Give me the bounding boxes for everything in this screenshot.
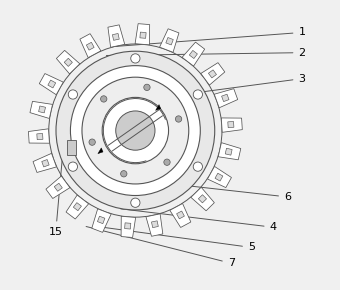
Circle shape: [193, 90, 203, 99]
Text: 15: 15: [49, 151, 63, 237]
Circle shape: [131, 54, 140, 63]
Circle shape: [101, 96, 107, 102]
Polygon shape: [86, 42, 94, 50]
Polygon shape: [113, 34, 119, 40]
Polygon shape: [125, 223, 131, 229]
Polygon shape: [98, 216, 105, 224]
Polygon shape: [92, 209, 111, 232]
Circle shape: [70, 66, 200, 195]
Polygon shape: [225, 148, 232, 155]
Polygon shape: [64, 58, 72, 66]
Circle shape: [68, 162, 78, 171]
Polygon shape: [39, 106, 46, 113]
Polygon shape: [37, 133, 43, 140]
Polygon shape: [191, 187, 214, 211]
Text: 6: 6: [187, 186, 291, 202]
Polygon shape: [182, 42, 205, 66]
Polygon shape: [189, 50, 198, 59]
Circle shape: [89, 139, 95, 145]
Circle shape: [56, 51, 215, 210]
Polygon shape: [48, 80, 56, 88]
Circle shape: [56, 51, 215, 210]
Polygon shape: [207, 166, 232, 188]
Polygon shape: [98, 148, 103, 154]
Polygon shape: [170, 204, 191, 227]
Polygon shape: [215, 173, 223, 181]
Polygon shape: [159, 29, 179, 52]
Polygon shape: [46, 176, 70, 198]
Text: 5: 5: [95, 226, 255, 253]
Polygon shape: [222, 94, 229, 101]
Circle shape: [68, 90, 78, 99]
Polygon shape: [29, 129, 49, 143]
Circle shape: [121, 171, 127, 177]
Text: 7: 7: [86, 226, 235, 268]
Polygon shape: [66, 195, 89, 219]
Polygon shape: [42, 160, 49, 167]
Polygon shape: [73, 203, 81, 211]
Polygon shape: [146, 214, 163, 236]
Polygon shape: [39, 74, 63, 95]
Circle shape: [164, 159, 170, 165]
Polygon shape: [54, 183, 62, 191]
Polygon shape: [198, 195, 206, 203]
Polygon shape: [140, 32, 146, 38]
Polygon shape: [30, 101, 52, 119]
Text: 1: 1: [112, 28, 305, 47]
Circle shape: [131, 198, 140, 207]
Polygon shape: [56, 50, 80, 74]
Circle shape: [102, 97, 169, 164]
Polygon shape: [208, 70, 217, 78]
Polygon shape: [201, 63, 225, 85]
Circle shape: [116, 111, 155, 150]
Polygon shape: [108, 25, 125, 47]
Polygon shape: [218, 143, 241, 160]
Polygon shape: [228, 122, 234, 128]
Polygon shape: [176, 211, 184, 219]
Text: 2: 2: [106, 48, 306, 58]
Circle shape: [82, 77, 189, 184]
Circle shape: [144, 84, 150, 90]
Polygon shape: [135, 24, 150, 45]
Polygon shape: [121, 216, 136, 238]
Polygon shape: [221, 118, 242, 132]
Circle shape: [175, 116, 182, 122]
Polygon shape: [33, 153, 56, 173]
Text: 3: 3: [153, 74, 305, 99]
Polygon shape: [67, 140, 76, 155]
Polygon shape: [166, 37, 173, 45]
Polygon shape: [214, 89, 238, 108]
Polygon shape: [156, 105, 161, 110]
Polygon shape: [152, 221, 158, 228]
Polygon shape: [80, 34, 101, 58]
Text: 4: 4: [121, 209, 277, 232]
Circle shape: [193, 162, 203, 171]
